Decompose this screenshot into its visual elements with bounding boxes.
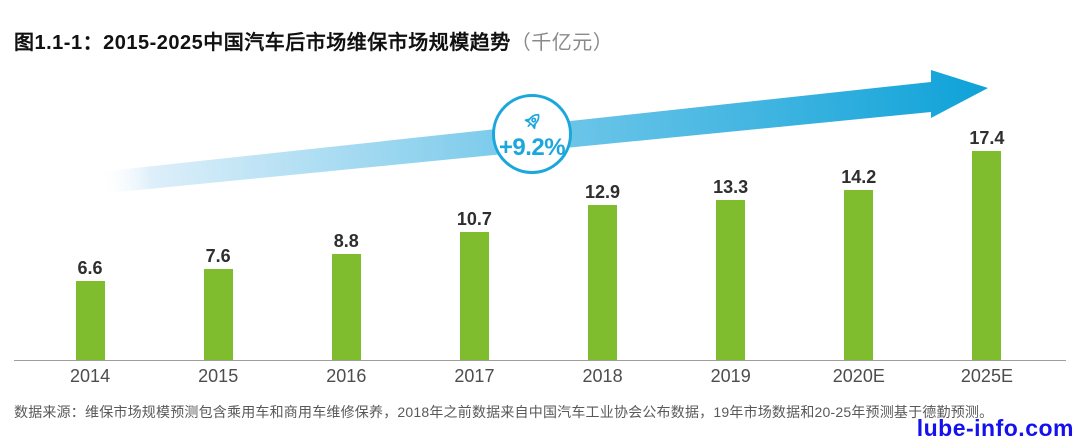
x-axis-label: 2018	[582, 366, 623, 386]
bar-group: 14.2	[795, 0, 923, 360]
chart-title-main: 2015-2025中国汽车后市场维保市场规模趋势	[103, 32, 511, 54]
watermark-link[interactable]: lube-info.com	[916, 415, 1074, 441]
x-axis-label: 2017	[454, 366, 495, 386]
bar-value-label: 6.6	[77, 258, 103, 278]
x-axis-line	[14, 360, 1066, 361]
x-axis-label: 2015	[198, 366, 239, 386]
bar-value-label: 17.4	[969, 128, 1005, 148]
x-axis-label: 2025E	[960, 366, 1013, 386]
bar-group: 10.7	[410, 0, 538, 360]
x-axis-label: 2014	[70, 366, 111, 386]
bar	[588, 205, 618, 360]
x-axis-label: 2020E	[832, 366, 885, 386]
data-source-note: 数据来源：维保市场规模预测包含乘用车和商用车维修保养，2018年之前数据来自中国…	[14, 404, 994, 420]
bar	[75, 281, 105, 360]
bar	[203, 269, 233, 360]
x-axis-labels: 2014 2015 2016 2017 2018 2019 2020E 2025E	[26, 366, 1051, 387]
bar-value-label: 7.6	[205, 246, 231, 266]
chart-title-unit: （千亿元）	[510, 32, 614, 54]
bar-value-label: 10.7	[456, 209, 492, 229]
bar-value-label: 13.3	[713, 177, 749, 197]
growth-rate-value: +9.2%	[498, 133, 566, 161]
bar-group: 13.3	[667, 0, 795, 360]
bar	[459, 232, 489, 360]
chart-title-prefix: 图1.1-1：	[14, 32, 104, 54]
bar	[972, 151, 1002, 360]
bar-group: 17.4	[923, 0, 1051, 360]
x-axis-label: 2016	[326, 366, 367, 386]
bar-group: 6.6	[26, 0, 154, 360]
chart-title: 图1.1-1：2015-2025中国汽车后市场维保市场规模趋势（千亿元）	[14, 26, 613, 55]
bar	[844, 190, 874, 360]
rocket-icon	[524, 113, 540, 129]
bar	[331, 254, 361, 360]
bar	[716, 200, 746, 360]
bar-value-label: 12.9	[585, 182, 621, 202]
bar-value-label: 14.2	[841, 167, 877, 187]
bar-group: 7.6	[154, 0, 282, 360]
bar-value-label: 8.8	[333, 231, 359, 251]
bar-group: 8.8	[282, 0, 410, 360]
bar-columns: 6.6 7.6 8.8 10.7 12.9 13.3 14.2 17.4	[26, 0, 1051, 360]
x-axis-label: 2019	[710, 366, 751, 386]
growth-rate-badge: +9.2%	[492, 94, 572, 174]
bar-group: 12.9	[539, 0, 667, 360]
